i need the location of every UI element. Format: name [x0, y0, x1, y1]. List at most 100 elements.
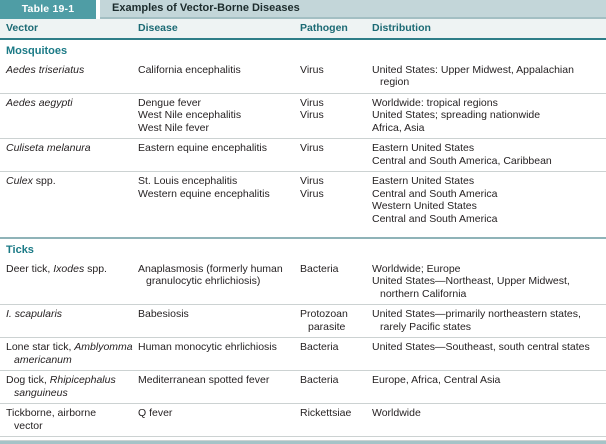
cell-line: United States; spreading nationwide [372, 109, 541, 121]
table-row: Culiseta melanura Eastern equine encephal… [0, 138, 606, 171]
cell-line: Bacteria [300, 341, 339, 353]
cell-disease: Mediterranean spotted fever [138, 374, 300, 399]
cell-line: Central and South America [372, 212, 498, 225]
table-row: Dog tick, Rhipicephalus sanguineus Mediter… [0, 370, 606, 403]
cell-line: Virus [300, 63, 324, 76]
table-row: I. scapularis Babesiosis Protozoan parasite… [0, 304, 606, 337]
cell-line: northern California [380, 287, 467, 300]
cell-line: Culex spp. [6, 175, 56, 187]
cell-line: Deer tick, Ixodes spp. [6, 262, 107, 275]
table-title: Examples of Vector-Borne Diseases [100, 0, 606, 19]
cell-line: Human monocytic ehrlichiosis [138, 341, 277, 353]
cell-line: Europe, Africa, Central Asia [372, 374, 501, 386]
cell-vector: Tickborne, airborne vector [0, 407, 138, 432]
table-row: Aedes aegypti Dengue fever West Nile encep… [0, 92, 606, 139]
cell-line: West Nile fever [138, 121, 209, 134]
cell-pathogen: Bacteria [300, 341, 372, 366]
cell-disease: Eastern equine encephalitis [138, 142, 300, 167]
cell-pathogen: Bacteria [300, 263, 372, 301]
cell-disease: Human monocytic ehrlichiosis [138, 341, 300, 366]
cell-line: Lone star tick, Amblyomma [6, 341, 133, 353]
cell-vector: Lone star tick, Amblyomma americanum [0, 341, 138, 366]
cell-line: Tickborne, airborne [6, 407, 97, 419]
cell-vector: Culex spp. [0, 175, 138, 225]
table-row: Aedes triseriatus California encephalitis… [0, 61, 606, 93]
table-section-mosquitoes: Mosquitoes Aedes triseriatus California en… [0, 40, 606, 237]
column-header-row: Vector Disease Pathogen Distribution [0, 19, 606, 40]
cell-distribution: Eastern United States Central and South A… [372, 175, 606, 225]
table-section-ticks: Ticks Deer tick, Ixodes spp. Anaplasmosis … [0, 237, 606, 444]
cell-disease: Dengue fever West Nile encephalitis West N… [138, 97, 300, 135]
cell-pathogen: Protozoan parasite [300, 308, 372, 333]
column-header-distribution: Distribution [372, 22, 431, 34]
cell-line: Aedes triseriatus [6, 63, 85, 76]
cell-line: vector [14, 419, 43, 432]
table-row: Tickborne, airborne vector Q fever Ricketts… [0, 403, 606, 436]
cell-line: Virus [300, 175, 324, 187]
table-row: Culex spp. St. Louis encephalitis Western … [0, 171, 606, 229]
cell-line: St. Louis encephalitis [138, 175, 238, 187]
cell-vector: Aedes aegypti [0, 97, 138, 135]
cell-line: United States—Southeast, south central s… [372, 341, 590, 353]
cell-line: California encephalitis [138, 63, 241, 76]
table-body: Mosquitoes Aedes triseriatus California en… [0, 40, 606, 444]
cell-line: Dengue fever [138, 96, 202, 109]
cell-line: sanguineus [14, 386, 68, 399]
cell-disease: St. Louis encephalitis Western equine enc… [138, 175, 300, 225]
cell-disease: Anaplasmosis (formerly human granulocytic… [138, 263, 300, 301]
cell-line: Central and South America [372, 187, 498, 200]
cell-line: Babesiosis [138, 308, 189, 320]
table-number-badge: Table 19-1 [0, 0, 96, 19]
cell-distribution: Worldwide; Europe United States—Northeast… [372, 263, 606, 301]
column-header-vector: Vector [6, 22, 39, 34]
cell-line: region [380, 76, 410, 88]
cell-disease: Q fever [138, 407, 300, 432]
cell-distribution: United States—Southeast, south central s… [372, 341, 606, 366]
cell-distribution: Worldwide [372, 407, 606, 432]
cell-line: Culiseta melanura [6, 142, 91, 154]
table-row: Lone star tick, Amblyomma americanum Human… [0, 337, 606, 370]
cell-line: Anaplasmosis (formerly human [138, 262, 283, 275]
cell-line: Africa, Asia [372, 121, 425, 134]
cell-disease: California encephalitis [138, 64, 300, 89]
cell-line: United States—primarily northeastern sta… [372, 308, 581, 320]
section-header: Mosquitoes [6, 45, 68, 57]
cell-vector: Aedes triseriatus [0, 64, 138, 89]
table-title-bar: Table 19-1 Examples of Vector-Borne Dise… [0, 0, 606, 19]
cell-line: Virus [300, 109, 324, 121]
cell-line: Q fever [138, 407, 173, 419]
cell-pathogen: Virus [300, 64, 372, 89]
cell-pathogen: Virus Virus [300, 97, 372, 135]
cell-vector: Culiseta melanura [0, 142, 138, 167]
cell-line: Virus [300, 187, 324, 200]
cell-line: Worldwide; Europe [372, 262, 461, 275]
cell-line: Aedes aegypti [6, 96, 73, 109]
cell-vector: I. scapularis [0, 308, 138, 333]
cell-line: Protozoan [300, 308, 348, 320]
cell-line: Worldwide [372, 407, 421, 419]
column-header-disease: Disease [138, 22, 178, 34]
cell-line: Dog tick, Rhipicephalus [6, 374, 116, 386]
cell-line: americanum [14, 353, 72, 366]
cell-line: Virus [300, 96, 324, 109]
cell-distribution: United States—primarily northeastern sta… [372, 308, 606, 333]
table-bottom-rule [0, 440, 606, 444]
cell-disease: Babesiosis [138, 308, 300, 333]
cell-pathogen: Bacteria [300, 374, 372, 399]
cell-line: United States: Upper Midwest, Appalachia… [372, 63, 574, 76]
cell-line: Worldwide: tropical regions [372, 96, 498, 109]
cell-line: Eastern United States [372, 175, 475, 187]
cell-line: rarely Pacific states [380, 320, 472, 333]
cell-distribution: Worldwide: tropical regions United States… [372, 97, 606, 135]
cell-line: Western United States [372, 200, 477, 212]
cell-line: parasite [308, 320, 346, 333]
cell-line: Eastern equine encephalitis [138, 142, 268, 154]
cell-line: Bacteria [300, 262, 339, 275]
cell-distribution: Eastern United States Central and South A… [372, 142, 606, 167]
cell-line: I. scapularis [6, 308, 63, 320]
cell-line: Mediterranean spotted fever [138, 374, 270, 386]
title-gap-divider [96, 0, 100, 19]
section-header: Ticks [6, 244, 34, 256]
cell-vector: Dog tick, Rhipicephalus sanguineus [0, 374, 138, 399]
